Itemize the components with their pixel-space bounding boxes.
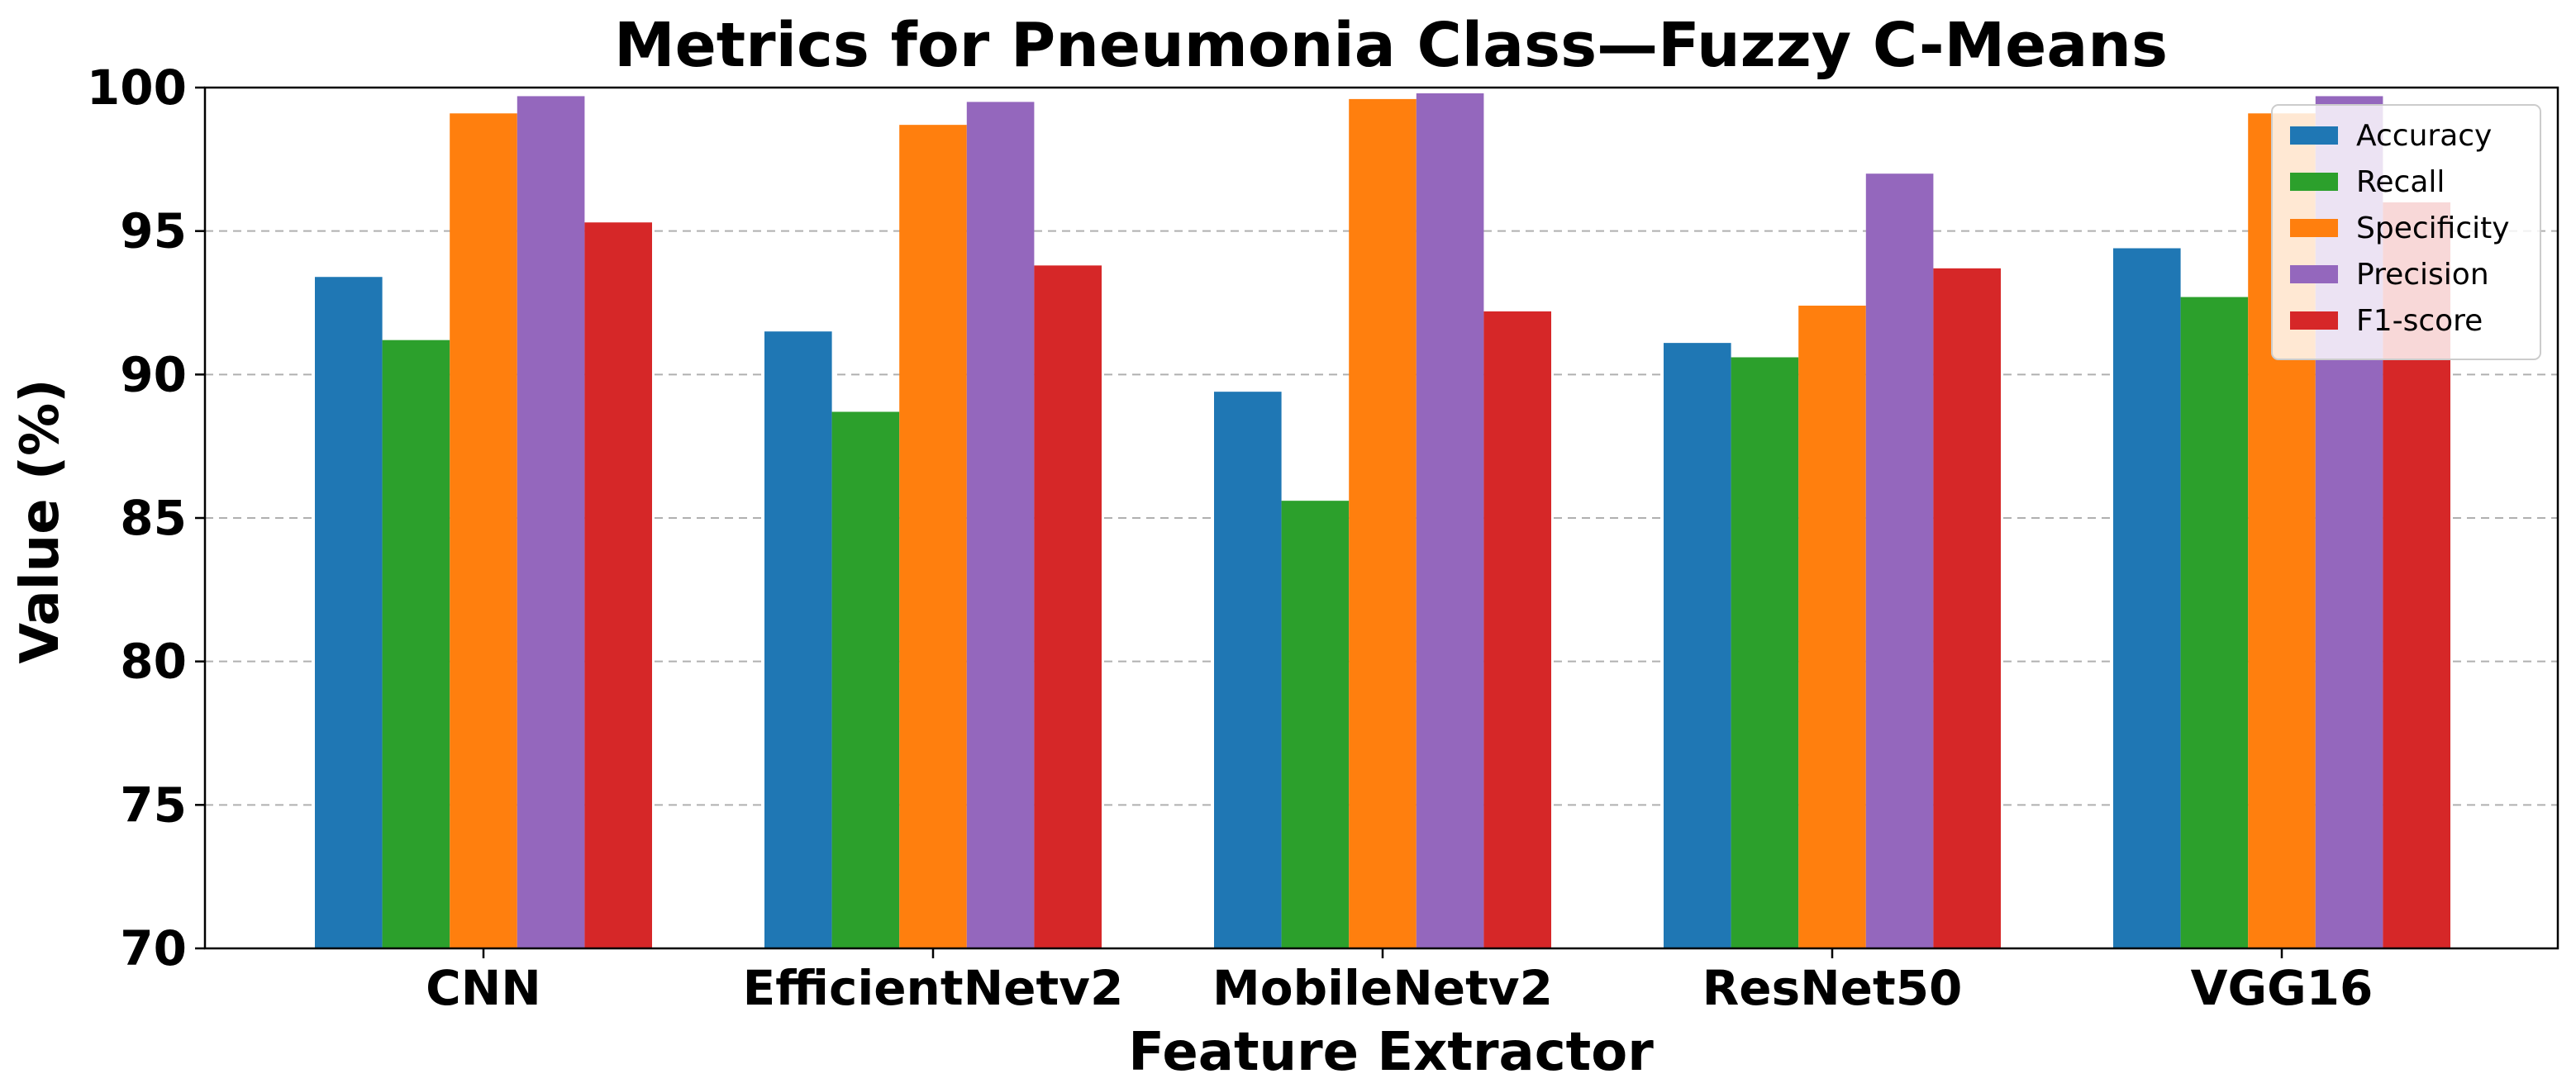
x-tick-label: MobileNetv2 [1212,960,1553,1016]
axis-ticks: 70 75 80 85 90 95 100 CNN EfficientNetv2 MobileNe… [87,59,2373,1016]
bar-f1-score-cnn [584,222,652,948]
y-tick-label: 100 [87,59,187,116]
bar-specificity-resnet50 [1798,305,1866,948]
bar-accuracy-vgg16 [2113,248,2181,948]
legend-label: Precision [2356,258,2489,292]
bar-f1-score-efficientnetv2 [1034,265,1102,948]
bars [315,93,2450,949]
bar-accuracy-mobilenetv2 [1214,392,1282,948]
bar-specificity-efficientnetv2 [899,125,967,949]
bar-accuracy-efficientnetv2 [764,331,832,948]
bar-f1-score-mobilenetv2 [1483,311,1551,948]
bar-recall-efficientnetv2 [831,411,900,948]
bar-recall-resnet50 [1731,357,1799,948]
y-tick-label: 80 [120,634,187,690]
bar-precision-resnet50 [1865,173,1934,948]
legend-label: Recall [2356,165,2445,199]
bar-accuracy-resnet50 [1664,343,1731,948]
legend-label: Specificity [2356,211,2510,245]
bar-precision-efficientnetv2 [966,102,1035,948]
chart-title: Metrics for Pneumonia Class—Fuzzy C-Mean… [614,10,2168,81]
legend-swatch [2290,219,2338,237]
bar-recall-mobilenetv2 [1281,501,1350,948]
y-axis-label: Value (%) [10,378,71,663]
y-tick-label: 90 [120,346,187,402]
legend-swatch [2290,265,2338,283]
y-tick-label: 85 [120,490,187,546]
legend-swatch [2290,311,2338,330]
legend-swatch [2290,126,2338,145]
bar-accuracy-cnn [315,277,383,948]
bar-f1-score-resnet50 [1933,268,2001,948]
bar-precision-mobilenetv2 [1416,93,1484,949]
bar-specificity-cnn [450,113,517,948]
bar-recall-vgg16 [2180,297,2249,948]
bar-recall-cnn [382,340,450,948]
legend: Accuracy Recall Specificity Precision F1-sco… [2271,104,2541,360]
x-tick-label: ResNet50 [1702,960,1963,1016]
bar-specificity-mobilenetv2 [1349,98,1417,949]
bar-precision-cnn [517,96,585,948]
x-axis-label: Feature Extractor [1128,1022,1654,1083]
x-tick-label: CNN [426,960,541,1016]
y-tick-label: 75 [120,777,187,833]
x-tick-label: VGG16 [2191,960,2374,1016]
legend-label: F1-score [2356,304,2483,338]
x-tick-label: EfficientNetv2 [743,960,1124,1016]
legend-box [2271,104,2541,360]
legend-label: Accuracy [2356,119,2492,153]
legend-swatch [2290,173,2338,191]
y-tick-label: 95 [120,203,187,259]
y-tick-label: 70 [120,920,187,976]
